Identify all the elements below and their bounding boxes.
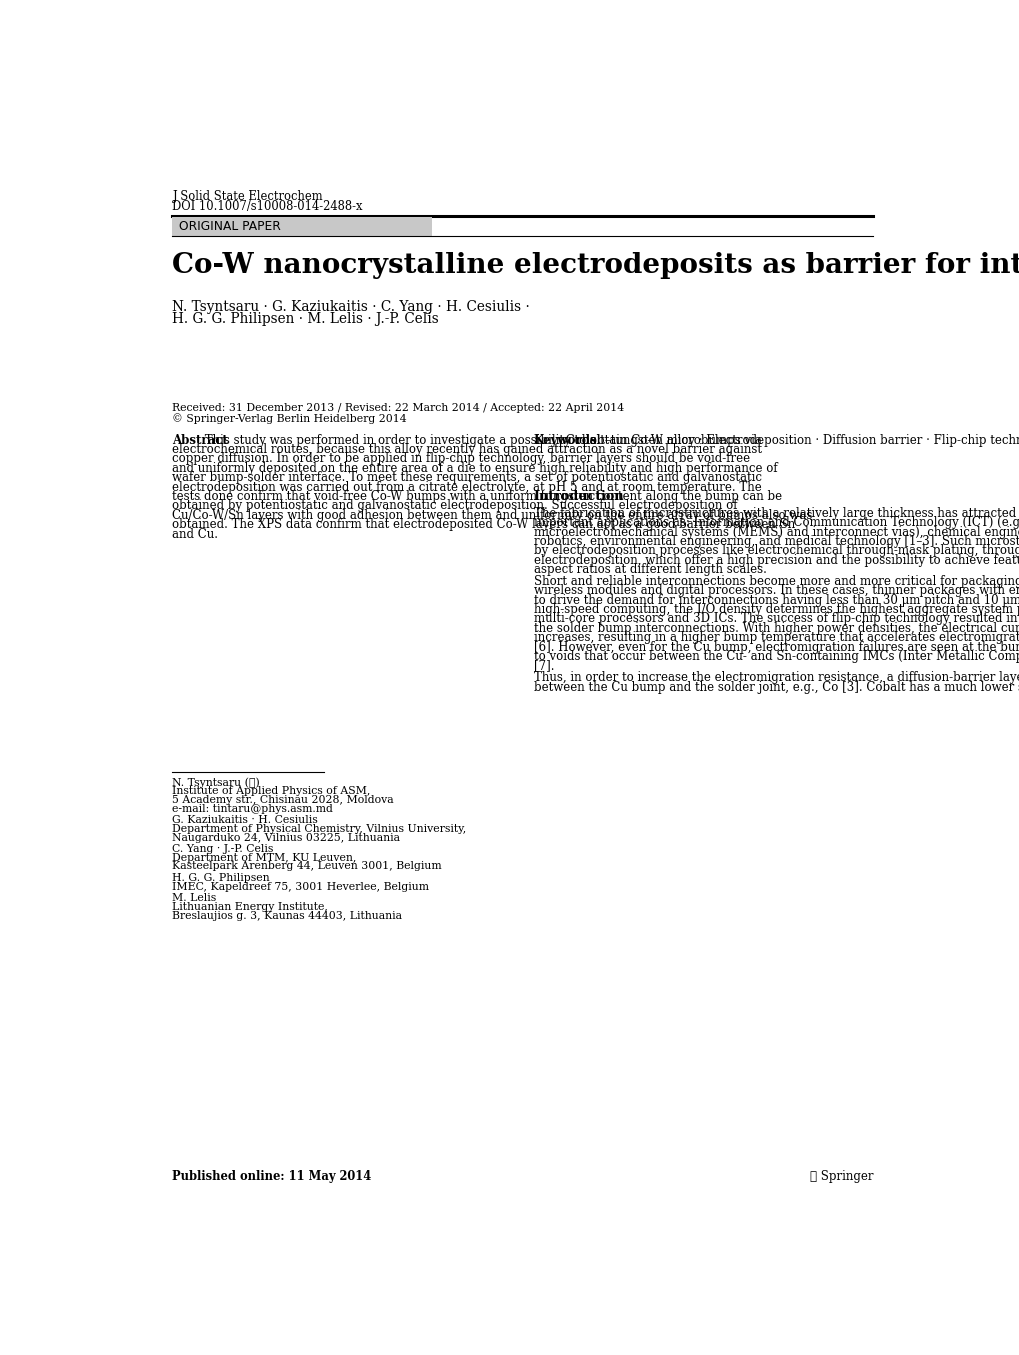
Text: H. G. G. Philipsen: H. G. G. Philipsen (172, 873, 270, 883)
Text: Department of Physical Chemistry, Vilnius University,: Department of Physical Chemistry, Vilniu… (172, 824, 467, 833)
Text: M. Lelis: M. Lelis (172, 893, 216, 904)
Text: DOI 10.1007/s10008-014-2488-x: DOI 10.1007/s10008-014-2488-x (172, 199, 363, 213)
Text: robotics, environmental engineering, and medical technology [1–3]. Such microstr: robotics, environmental engineering, and… (533, 535, 1019, 547)
Text: Cu/Co-W/Sn layers with good adhesion between them and uniformity on the entire a: Cu/Co-W/Sn layers with good adhesion bet… (172, 508, 812, 522)
Text: Co-W nanocrystalline electrodeposits as barrier for interconnects: Co-W nanocrystalline electrodeposits as … (172, 252, 1019, 279)
Text: H. G. G. Philipsen · M. Lelis · J.-P. Celis: H. G. G. Philipsen · M. Lelis · J.-P. Ce… (172, 312, 439, 327)
Text: Abstract: Abstract (172, 434, 228, 447)
Text: wafer bump-solder interface. To meet these requirements, a set of potentiostatic: wafer bump-solder interface. To meet the… (172, 472, 762, 484)
Text: N. Tsyntsaru (✉): N. Tsyntsaru (✉) (172, 778, 260, 789)
Text: important applications as: Information and Communication Technology (ICT) (e.g.,: important applications as: Information a… (533, 516, 1019, 530)
Text: Breslaujios g. 3, Kaunas 44403, Lithuania: Breslaujios g. 3, Kaunas 44403, Lithuani… (172, 911, 403, 920)
Text: electrochemical routes, because this alloy recently has gained attraction as a n: electrochemical routes, because this all… (172, 443, 762, 457)
Text: wireless modules and digital processors. In these cases, thinner packages with e: wireless modules and digital processors.… (533, 584, 1019, 598)
Text: Lithuanian Energy Institute,: Lithuanian Energy Institute, (172, 902, 328, 912)
Text: multi-core processors and 3D ICs. The success of flip-chip technology resulted i: multi-core processors and 3D ICs. The su… (533, 612, 1019, 626)
Bar (172, 217, 432, 236)
Text: 5 Academy str., Chisinau 2028, Moldova: 5 Academy str., Chisinau 2028, Moldova (172, 795, 393, 805)
Text: the solder bump interconnections. With higher power densities, the electrical cu: the solder bump interconnections. With h… (533, 622, 1019, 635)
Text: by electrodeposition processes like electrochemical through-mask plating, throug: by electrodeposition processes like elec… (533, 545, 1019, 557)
Text: [7].: [7]. (533, 660, 553, 672)
Text: [6]. However, even for the Cu bump, electromigration failures are seen at the bu: [6]. However, even for the Cu bump, elec… (533, 641, 1019, 653)
Text: high-speed computing, the I/O density determines the highest aggregate system pe: high-speed computing, the I/O density de… (533, 603, 1019, 617)
Text: to voids that occur between the Cu- and Sn-containing IMCs (Inter Metallic Compo: to voids that occur between the Cu- and … (533, 650, 1019, 663)
Text: Short and reliable interconnections become more and more critical for packaging : Short and reliable interconnections beco… (533, 575, 1019, 588)
Text: N. Tsyntsaru · G. Kaziukaitis · C. Yang · H. Cesiulis ·: N. Tsyntsaru · G. Kaziukaitis · C. Yang … (172, 299, 530, 313)
Text: electrodeposition, which offer a high precision and the possibility to achieve f: electrodeposition, which offer a high pr… (533, 554, 1019, 566)
Text: ORIGINAL PAPER: ORIGINAL PAPER (179, 220, 281, 233)
Text: obtained. The XPS data confirm that electrodeposited Co-W layers can act as a go: obtained. The XPS data confirm that elec… (172, 518, 795, 531)
Text: increases, resulting in a higher bump temperature that accelerates electromigrat: increases, resulting in a higher bump te… (533, 631, 1019, 644)
Text: Published online: 11 May 2014: Published online: 11 May 2014 (172, 1169, 371, 1183)
Text: The fabrication of microstructures with a relatively large thickness has attract: The fabrication of microstructures with … (533, 507, 1019, 520)
Text: IMEC, Kapeldreef 75, 3001 Heverlee, Belgium: IMEC, Kapeldreef 75, 3001 Heverlee, Belg… (172, 882, 429, 892)
Text: G. Kaziukaitis · H. Cesiulis: G. Kaziukaitis · H. Cesiulis (172, 816, 318, 825)
Text: aspect ratios at different length scales.: aspect ratios at different length scales… (533, 564, 765, 576)
Text: Introduction: Introduction (533, 491, 624, 503)
Text: Received: 31 December 2013 / Revised: 22 March 2014 / Accepted: 22 April 2014: Received: 31 December 2013 / Revised: 22… (172, 402, 624, 413)
Text: Cobalt–tungsten alloy · Electrodeposition · Diffusion barrier · Flip-chip techno: Cobalt–tungsten alloy · Electrodepositio… (561, 434, 1019, 447)
Text: Keywords: Keywords (533, 434, 597, 447)
Text: Naugarduko 24, Vilnius 03225, Lithuania: Naugarduko 24, Vilnius 03225, Lithuania (172, 832, 400, 843)
Text: obtained by potentiostatic and galvanostatic electrodeposition. Successful elect: obtained by potentiostatic and galvanost… (172, 500, 737, 512)
Text: © Springer-Verlag Berlin Heidelberg 2014: © Springer-Verlag Berlin Heidelberg 2014 (172, 413, 407, 424)
Text: This study was performed in order to investigate a possibility to obtain Co-W mi: This study was performed in order to inv… (201, 434, 761, 447)
Text: J Solid State Electrochem: J Solid State Electrochem (172, 190, 323, 202)
Text: Thus, in order to increase the electromigration resistance, a diffusion-barrier : Thus, in order to increase the electromi… (533, 671, 1019, 684)
Text: C. Yang · J.-P. Celis: C. Yang · J.-P. Celis (172, 844, 273, 854)
Text: to drive the demand for interconnections having less than 30 μm pitch and 10 μm : to drive the demand for interconnections… (533, 593, 1019, 607)
Text: and uniformly deposited on the entire area of a die to ensure high reliability a: and uniformly deposited on the entire ar… (172, 462, 777, 474)
Text: Department of MTM, KU Leuven,: Department of MTM, KU Leuven, (172, 852, 357, 863)
Text: microelectromechanical systems (MEMS) and interconnect vias), chemical engineeri: microelectromechanical systems (MEMS) an… (533, 526, 1019, 538)
Text: between the Cu bump and the solder joint, e.g., Co [3]. Cobalt has a much lower : between the Cu bump and the solder joint… (533, 680, 1019, 694)
Text: electrodeposition was carried out from a citrate electrolyte, at pH 5 and at roo: electrodeposition was carried out from a… (172, 481, 761, 493)
Text: Institute of Applied Physics of ASM,: Institute of Applied Physics of ASM, (172, 786, 371, 797)
Text: tests done confirm that void-free Co-W bumps with a uniform tungsten content alo: tests done confirm that void-free Co-W b… (172, 491, 782, 503)
Text: copper diffusion. In order to be applied in flip-chip technology, barrier layers: copper diffusion. In order to be applied… (172, 453, 750, 465)
Text: ⑩ Springer: ⑩ Springer (809, 1169, 872, 1183)
Text: Kasteelpark Arenberg 44, Leuven 3001, Belgium: Kasteelpark Arenberg 44, Leuven 3001, Be… (172, 862, 441, 871)
Text: e-mail: tintaru@phys.asm.md: e-mail: tintaru@phys.asm.md (172, 804, 333, 814)
Text: and Cu.: and Cu. (172, 527, 218, 541)
